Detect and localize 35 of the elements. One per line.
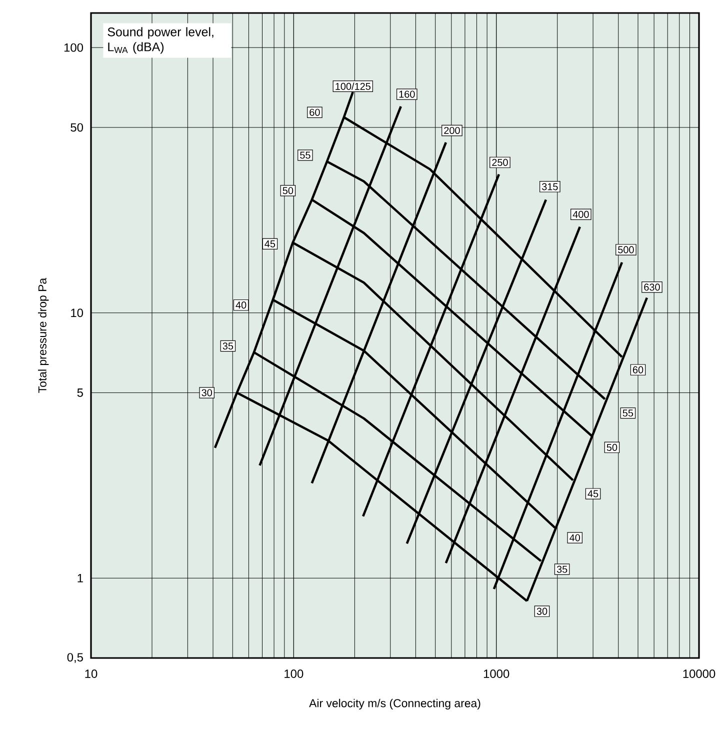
annotation: 100/125 [336, 82, 370, 90]
annotation: 55 [300, 152, 310, 159]
y-tick-label: 5 [77, 388, 83, 397]
annotation: 55 [622, 410, 634, 417]
annotation: 60 [310, 108, 320, 116]
annotation: 250 [492, 158, 508, 166]
annotation: 60 [632, 366, 644, 374]
x-tick-label: 100 [284, 670, 304, 678]
annotation: 35 [556, 566, 568, 573]
annotation: 45 [588, 490, 598, 498]
annotation: 200 [444, 126, 460, 134]
y-tick-label: 100 [64, 43, 84, 52]
annotation: 630 [644, 284, 660, 291]
annotation: 45 [264, 240, 276, 248]
y-axis-title: Total pressure drop Pa [38, 278, 49, 393]
annotation: 30 [536, 608, 548, 615]
annotation: Sound power level, L$_{WA}$ (dBA) [108, 27, 214, 54]
annotation: 40 [570, 534, 580, 542]
annotation: 50 [606, 444, 618, 451]
annotation: 315 [542, 183, 558, 190]
annotation: 40 [236, 302, 246, 309]
annotation: 30 [202, 389, 212, 396]
y-tick-label: 10 [71, 308, 84, 318]
x-axis-title: Air velocity m/s (Connecting area) [309, 698, 480, 710]
annotation: 35 [222, 342, 234, 350]
x-tick-label: 10000 [683, 670, 716, 678]
x-tick-label: 1000 [484, 670, 510, 678]
annotation: 400 [572, 210, 589, 218]
y-tick-label: 0,5 [67, 653, 83, 663]
x-tick-label: 10 [85, 670, 98, 678]
annotation: 50 [282, 187, 294, 194]
annotation: 160 [399, 90, 415, 98]
y-tick-label: 50 [70, 123, 84, 132]
annotation: 500 [618, 246, 634, 254]
y-tick-label: 1 [78, 574, 83, 582]
